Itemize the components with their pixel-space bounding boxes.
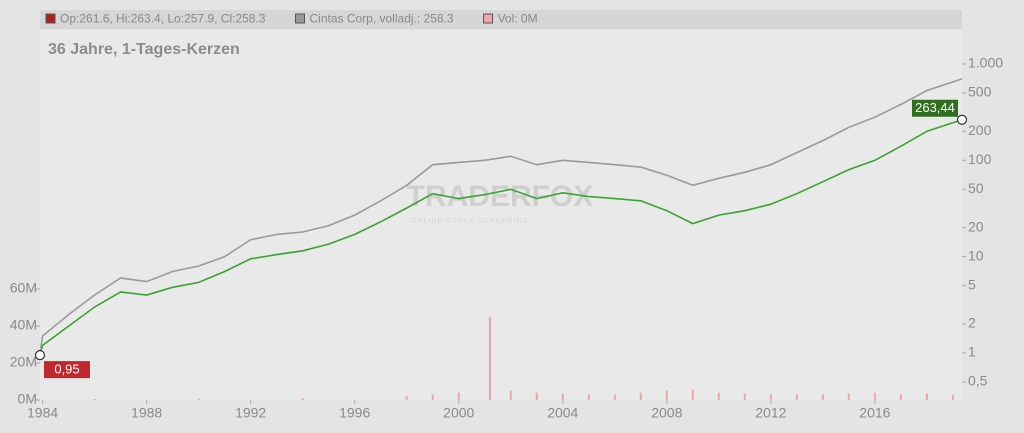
value-label: 263,44 xyxy=(915,100,955,115)
volume-bar xyxy=(795,394,798,400)
volume-bar xyxy=(93,399,96,400)
x-tick-label: 1996 xyxy=(339,405,370,421)
volume-bar xyxy=(301,398,304,400)
x-tick-label: 1988 xyxy=(131,405,162,421)
volume-bar xyxy=(717,392,720,400)
volume-bar xyxy=(665,390,668,400)
volume-bar xyxy=(899,394,902,400)
volume-bar xyxy=(405,396,408,400)
volume-bar xyxy=(925,393,928,400)
volume-bar xyxy=(457,392,460,400)
y2-tick-label: 20M xyxy=(10,354,37,370)
volume-bar xyxy=(821,394,824,400)
watermark-subtitle: ONLINE STOCK SCREENING xyxy=(411,218,529,225)
y-tick-label: 20 xyxy=(968,218,984,234)
y-tick-label: 1 xyxy=(968,344,976,360)
volume-bar xyxy=(951,394,954,400)
y-tick-label: 50 xyxy=(968,180,984,196)
x-tick-label: 2004 xyxy=(547,405,578,421)
y-tick-label: 5 xyxy=(968,276,976,292)
value-label-box xyxy=(44,361,90,379)
legend-swatch xyxy=(483,13,494,24)
legend-label: Op:261.6, Hi:263.4, Lo:257.9, Cl:258.3 xyxy=(60,12,266,26)
endpoint-marker xyxy=(34,350,46,361)
x-tick-label: 2008 xyxy=(651,405,682,421)
volume-bar xyxy=(873,392,876,400)
legend: Op:261.6, Hi:263.4, Lo:257.9, Cl:258.3 Ci… xyxy=(45,12,538,26)
volume-bar xyxy=(509,390,512,400)
y-tick-label: 100 xyxy=(968,151,992,167)
y-tick-label: 2 xyxy=(968,315,976,331)
watermark: TRADERFOX xyxy=(407,180,594,213)
x-tick-label: 1984 xyxy=(27,405,58,421)
volume-bar xyxy=(488,316,491,400)
volume-bar xyxy=(847,393,850,400)
legend-label: Vol: 0M xyxy=(498,12,538,26)
endpoint-marker xyxy=(956,114,968,125)
volume-bar xyxy=(587,394,590,400)
x-tick-label: 2012 xyxy=(755,405,786,421)
y-tick-label: 500 xyxy=(968,84,992,100)
x-tick-label: 2016 xyxy=(859,405,890,421)
y-tick-label: 0,5 xyxy=(968,373,988,389)
y-tick-label: 10 xyxy=(968,247,984,263)
legend-swatch xyxy=(294,13,305,24)
volume-bar xyxy=(743,393,746,400)
volume-bar xyxy=(197,398,200,400)
legend-swatch xyxy=(45,13,56,24)
y2-tick-label: 40M xyxy=(10,317,37,333)
y-tick-label: 1.000 xyxy=(968,55,1003,71)
price-line xyxy=(39,118,963,356)
chart-title: 36 Jahre, 1-Tages-Kerzen xyxy=(48,41,240,58)
volume-bar xyxy=(431,394,434,400)
volume-bar xyxy=(561,393,564,400)
value-label: 0,95 xyxy=(54,362,79,377)
price-line xyxy=(39,78,963,354)
volume-bar xyxy=(639,392,642,400)
value-label-box xyxy=(912,99,958,117)
volume-bar xyxy=(535,392,538,400)
volume-bar xyxy=(691,389,694,400)
plot-area xyxy=(40,30,962,400)
legend-label: Cintas Corp, volladj.: 258.3 xyxy=(309,12,453,26)
y-tick-label: 200 xyxy=(968,122,992,138)
volume-bar xyxy=(613,394,616,400)
x-tick-label: 1992 xyxy=(235,405,266,421)
legend-bar xyxy=(40,10,962,29)
volume-bar xyxy=(769,394,772,400)
y2-tick-label: 0M xyxy=(18,391,37,407)
y2-tick-label: 60M xyxy=(10,280,37,296)
x-tick-label: 2000 xyxy=(443,405,474,421)
